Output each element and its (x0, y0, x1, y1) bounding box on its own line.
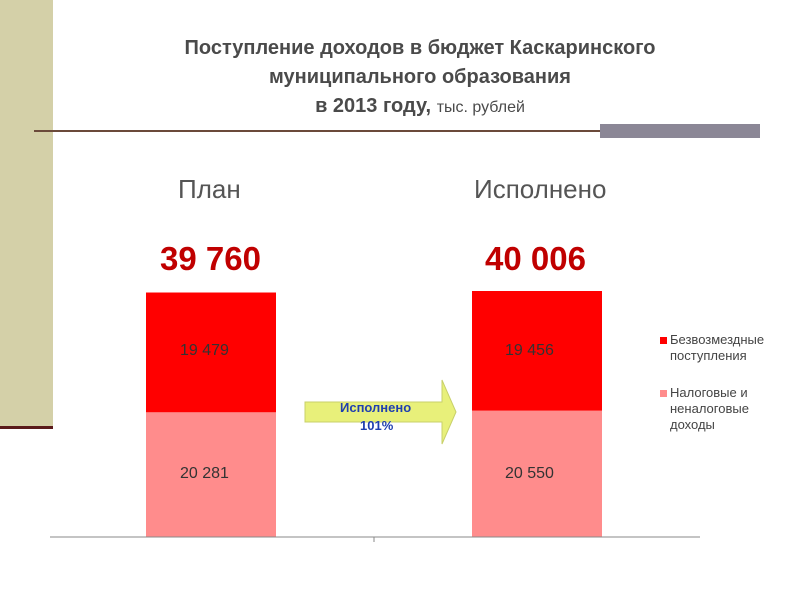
title-line-2: муниципального образования (269, 66, 571, 88)
title-accent-bar (600, 124, 760, 138)
data-label-gratuitous-plan: 19 479 (180, 342, 229, 359)
data-label-tax-done: 20 550 (505, 465, 554, 482)
legend-swatch-gratuitous (660, 337, 667, 344)
bar-gratuitous-plan (146, 292, 276, 413)
data-label-gratuitous-done: 19 456 (505, 342, 554, 359)
side-decor-band (0, 0, 53, 426)
total-label-plan: 39 760 (160, 240, 261, 277)
annotation-line-1: Исполнено (340, 400, 412, 415)
data-label-tax-plan: 20 281 (180, 465, 229, 482)
legend-label-gratuitous: Безвозмездные поступления (670, 332, 765, 363)
title-line-1: Поступление доходов в бюджет Каскаринско… (184, 37, 656, 59)
title-line-3: в 2013 году, тыс. рублей (80, 92, 760, 122)
bar-tax-done (472, 410, 602, 537)
annotation-line-2: 101% (360, 418, 394, 433)
title-unit: тыс. рублей (436, 99, 525, 116)
chart-title: Поступление доходов в бюджет Каскаринско… (80, 34, 760, 122)
growth-arrow-shape (304, 379, 457, 445)
category-label-done: Исполнено (474, 174, 607, 204)
bar-tax-plan (146, 412, 276, 537)
legend-swatch-tax (660, 390, 667, 397)
bars-group (146, 291, 602, 537)
title-year: в 2013 году, (315, 95, 432, 117)
total-label-done: 40 006 (485, 240, 586, 277)
legend-label-tax: Налоговые и неналоговые доходы (670, 385, 749, 432)
title-underline (34, 130, 600, 132)
category-label-plan: План (178, 174, 241, 204)
bar-gratuitous-done (472, 291, 602, 411)
arrow-group (304, 379, 457, 445)
side-decor-line (0, 426, 53, 429)
growth-annotation: Исполнено 101% (334, 399, 444, 435)
